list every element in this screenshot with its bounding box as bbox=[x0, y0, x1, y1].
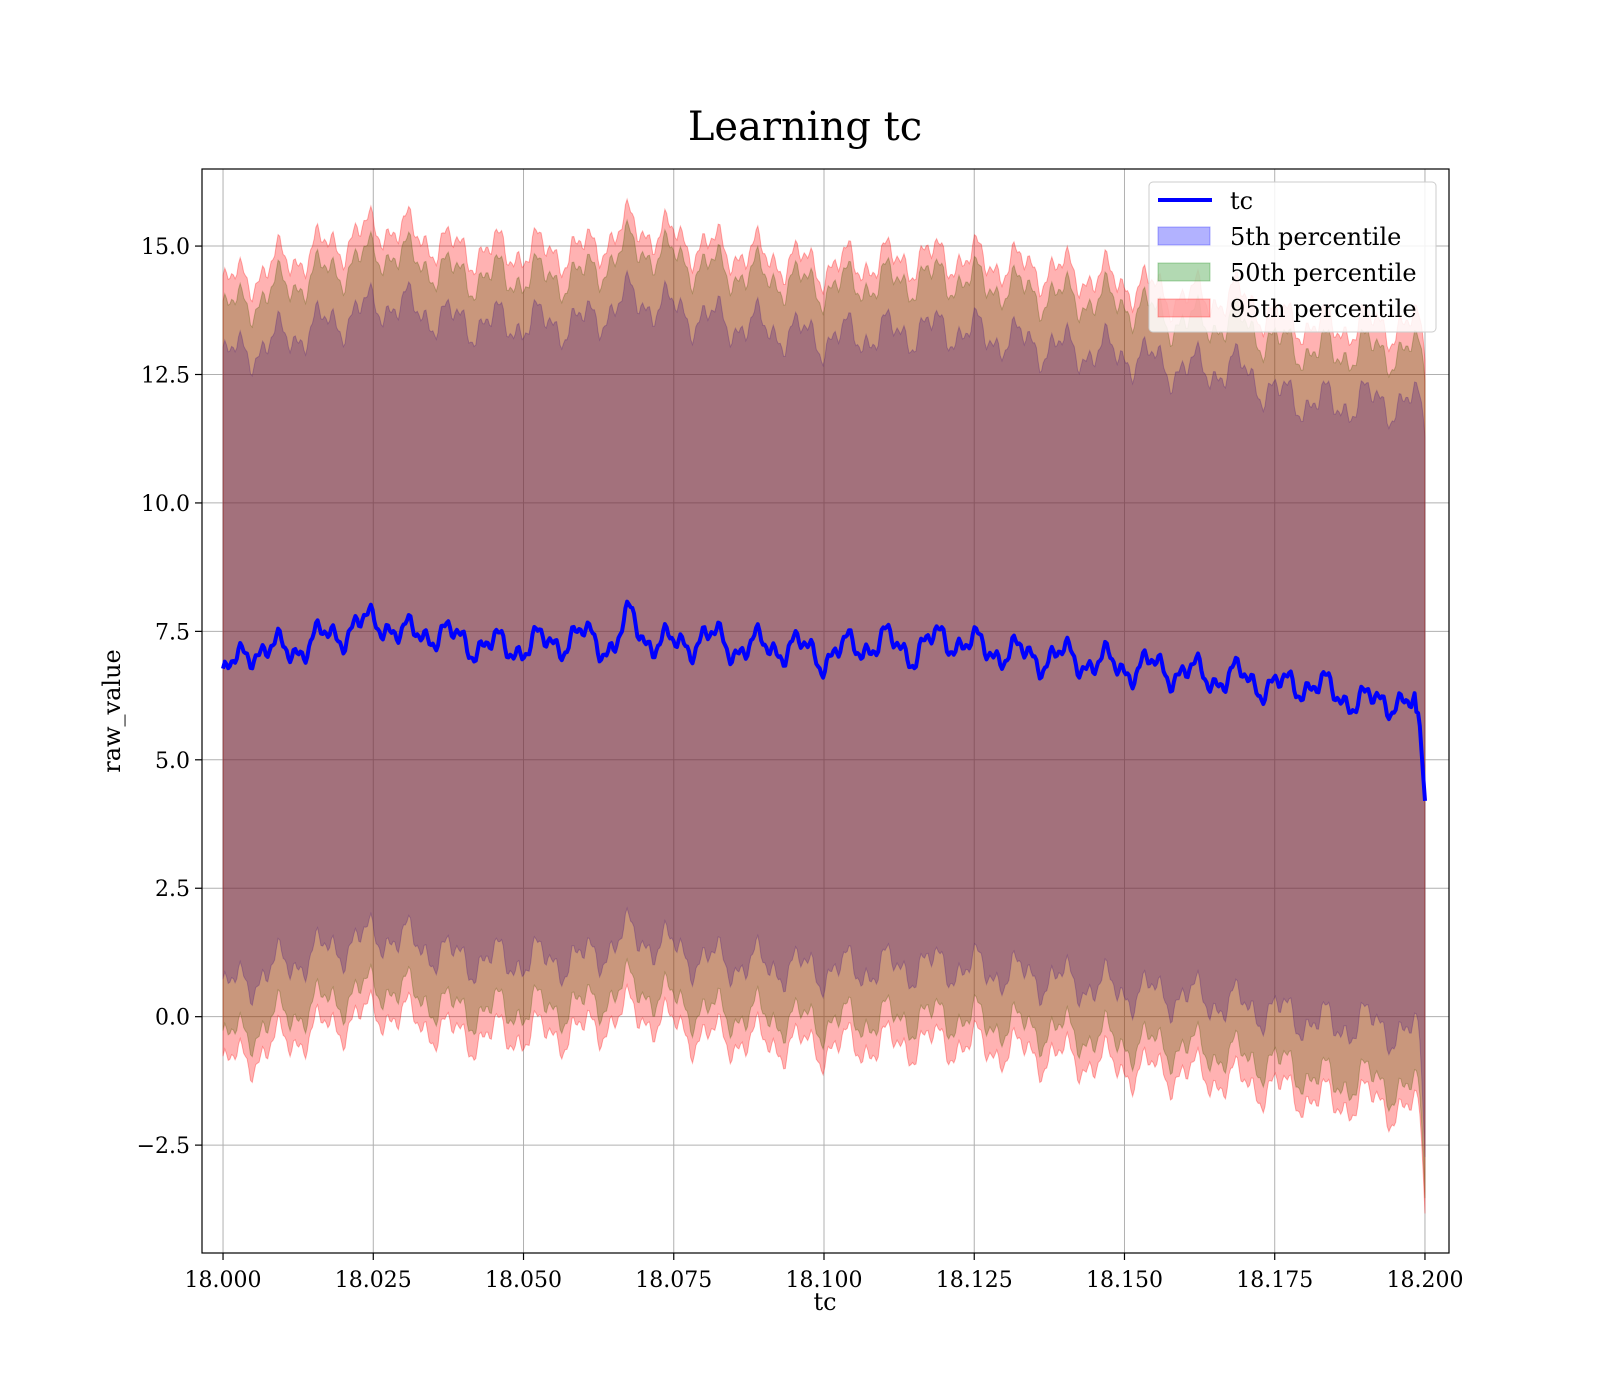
y-tick-label-2: 2.5 bbox=[155, 877, 190, 902]
legend: tc 5th percentile 50th percentile 95th p… bbox=[1148, 181, 1437, 333]
legend-swatch-95th bbox=[1157, 298, 1211, 318]
x-tick-label-0: 18.000 bbox=[185, 1268, 262, 1293]
tc-line bbox=[221, 599, 1427, 802]
band-5th-percentile bbox=[222, 269, 1426, 1158]
y-tick-label-1: 0.0 bbox=[155, 1006, 190, 1031]
x-tick-label-8: 18.200 bbox=[1386, 1268, 1463, 1293]
y-axis-label: raw_value bbox=[98, 649, 126, 773]
x-tick-label-1: 18.025 bbox=[335, 1268, 412, 1293]
grid-lines bbox=[202, 169, 1449, 1253]
legend-box bbox=[1148, 181, 1437, 333]
x-tick-label-4: 18.100 bbox=[786, 1268, 863, 1293]
x-tick-label-3: 18.075 bbox=[635, 1268, 712, 1293]
plot-frame bbox=[201, 168, 1450, 1254]
x-tick-label-2: 18.050 bbox=[485, 1268, 562, 1293]
legend-swatch-50th bbox=[1157, 262, 1211, 282]
legend-swatch-5th bbox=[1157, 226, 1211, 246]
y-tick-label-7: 15.0 bbox=[141, 235, 190, 260]
x-tick-label-6: 18.150 bbox=[1086, 1268, 1163, 1293]
tc-line-group bbox=[221, 599, 1427, 802]
x-tick-label-7: 18.175 bbox=[1236, 1268, 1313, 1293]
band-95th-percentile bbox=[222, 197, 1426, 1214]
percentile-bands bbox=[222, 197, 1426, 1214]
y-axis-ticks: −2.5 0.0 2.5 5.0 7.5 10.0 12.5 15.0 bbox=[137, 235, 202, 1159]
chart-title: Learning tc bbox=[688, 104, 922, 150]
y-tick-label-0: −2.5 bbox=[137, 1134, 190, 1159]
x-tick-label-5: 18.125 bbox=[936, 1268, 1013, 1293]
band-50th-percentile bbox=[222, 218, 1426, 1199]
legend-entry-tc: tc bbox=[1230, 187, 1253, 215]
y-tick-label-6: 12.5 bbox=[141, 363, 190, 388]
legend-entry-5th: 5th percentile bbox=[1230, 223, 1401, 251]
y-tick-label-5: 10.0 bbox=[141, 492, 190, 517]
x-axis-label: tc bbox=[813, 1288, 836, 1316]
y-tick-label-3: 5.0 bbox=[155, 749, 190, 774]
x-axis-ticks: 18.000 18.025 18.050 18.075 18.100 18.125 18.1… bbox=[185, 1253, 1463, 1293]
legend-entry-50th: 50th percentile bbox=[1230, 259, 1417, 287]
legend-entry-95th: 95th percentile bbox=[1230, 295, 1417, 323]
y-tick-label-4: 7.5 bbox=[155, 620, 190, 645]
